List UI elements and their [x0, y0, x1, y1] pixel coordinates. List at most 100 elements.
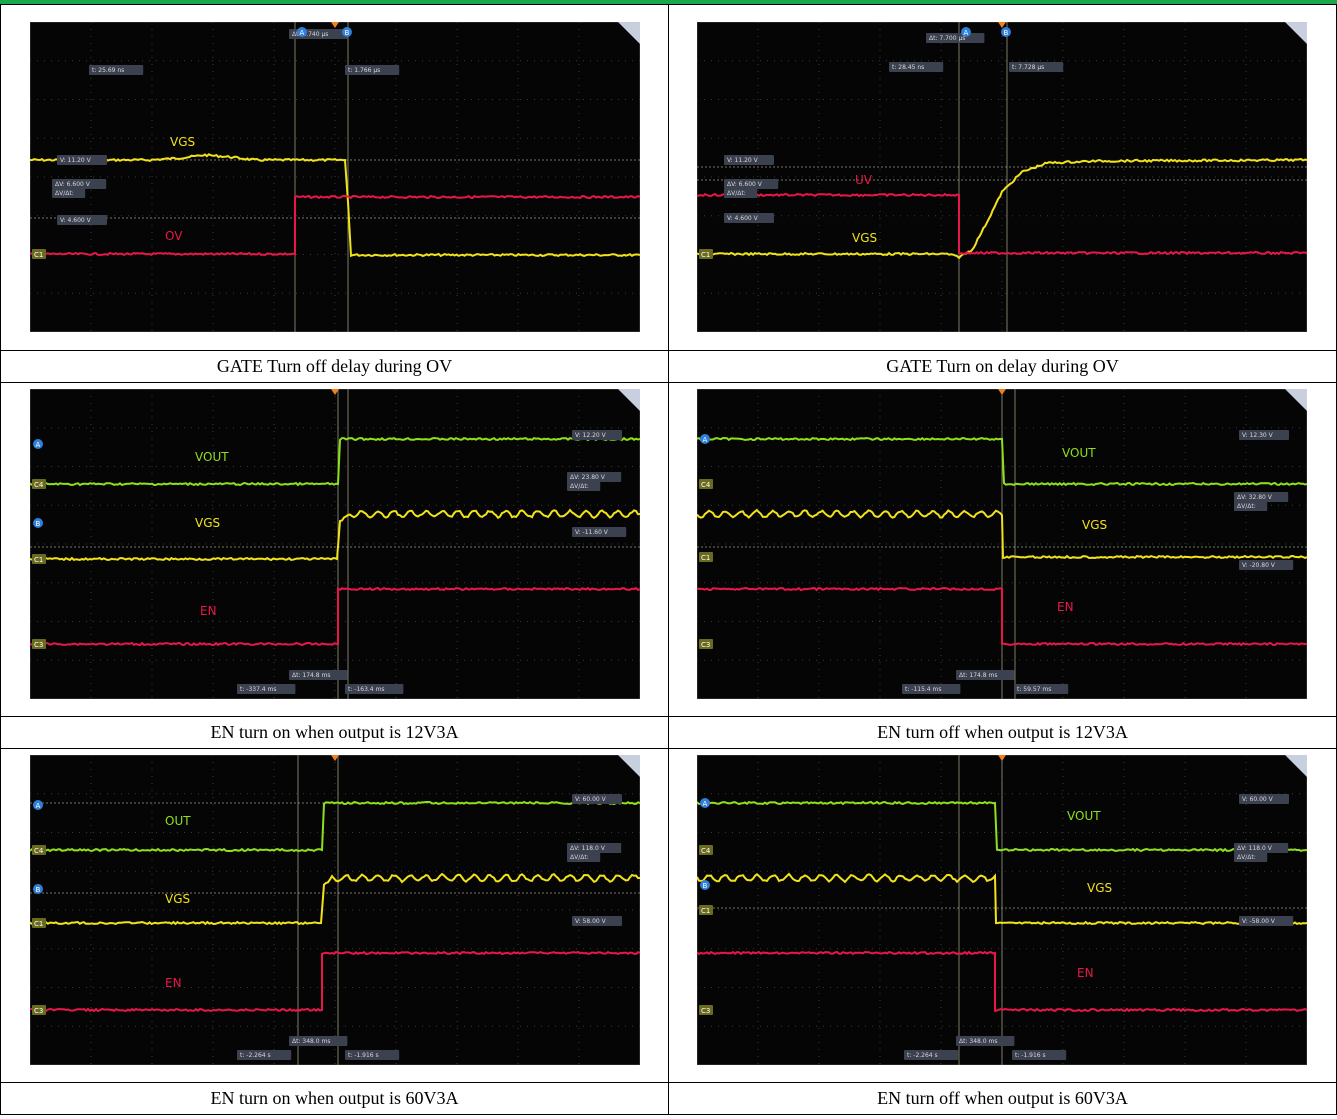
readout: ΔV/Δt: [570, 483, 589, 490]
readout: V: 12.20 V [575, 432, 607, 439]
caption: GATE Turn off delay during OV [1, 351, 669, 383]
trace-label: VGS [1087, 881, 1112, 895]
readout: V: 4.600 V [60, 217, 92, 224]
trace-label: VGS [852, 231, 877, 245]
badge-label: C3 [701, 641, 710, 649]
readout: t: 1.766 µs [348, 67, 380, 74]
readout: t: -1.916 s [1015, 1052, 1046, 1059]
badge-label: C4 [34, 481, 44, 489]
trace-label: VGS [1082, 518, 1107, 532]
trace-label: OUT [165, 814, 191, 828]
badge-label: C1 [701, 554, 710, 562]
readout: V: 12.30 V [1242, 432, 1274, 439]
scope-screenshot: VOUTVGSENV: 60.00 VΔV: 118.0 VΔV/Δt:V: -… [697, 755, 1307, 1065]
trace-label: OV [165, 229, 183, 243]
badge-label: C3 [34, 1007, 43, 1015]
readout: V: 60.00 V [575, 796, 607, 803]
badge-label: C4 [701, 481, 711, 489]
image-cell: VOUT VGS EN V: 12.20 V ΔV: 23.80 V ΔV/Δt: V: -… [1, 383, 669, 717]
readout: ΔV: 118.0 V [570, 845, 606, 852]
readout: ΔV/Δt: [727, 190, 746, 197]
scope-screenshot: OUT VGS EN V: 60.00 V ΔV: 118.0 V ΔV/Δt: V: 58… [30, 755, 640, 1065]
readout: t: -115.4 ms [905, 686, 942, 693]
readout: V: -20.80 V [1242, 562, 1276, 569]
trace-label: EN [1077, 966, 1094, 980]
trace-label: VGS [195, 516, 220, 530]
readout: V: 11.20 V [60, 157, 92, 164]
readout: V: -11.60 V [575, 529, 609, 536]
caption: GATE Turn on delay during OV [669, 351, 1337, 383]
readout: t: -2.264 s [240, 1052, 271, 1059]
trace-label: VOUT [1062, 446, 1096, 460]
caption: EN turn on when output is 60V3A [1, 1083, 669, 1115]
scope-screenshot: VGS UV Δt: 7.700 µs t: 28.45 ns t: 7.728 µs V… [697, 22, 1307, 332]
trace-label: VOUT [195, 450, 229, 464]
badge-label: B [345, 29, 350, 37]
readout: t: -163.4 ms [348, 686, 385, 693]
readout: ΔV: 118.0 V [1237, 845, 1273, 852]
readout: V: 4.600 V [727, 215, 759, 222]
badge-label: C1 [34, 920, 43, 928]
readout: t: 59.57 ms [1017, 686, 1051, 693]
scope-screenshot: VOUT VGS EN V: 12.30 V ΔV: 32.80 V ΔV/Δt: V: -… [697, 389, 1307, 699]
readout: ΔV/Δt: [1237, 854, 1256, 861]
image-cell: VOUT VGS EN V: 12.30 V ΔV: 32.80 V ΔV/Δt: V: -… [669, 383, 1337, 717]
readout: t: 25.69 ns [92, 67, 124, 74]
page: VGSOVΔt: 1.740 µst: 25.69 nst: 1.766 µsV… [0, 0, 1337, 1119]
badge-label: C1 [701, 251, 710, 259]
readout: Δt: 348.0 ms [959, 1038, 997, 1045]
badge-label: B [703, 882, 708, 890]
badge-label: C4 [701, 847, 711, 855]
readout: ΔV/Δt: [570, 854, 589, 861]
image-cell: OUT VGS EN V: 60.00 V ΔV: 118.0 V ΔV/Δt: V: 58… [1, 749, 669, 1083]
readout: ΔV: 23.80 V [570, 474, 606, 481]
trace-label: VGS [165, 892, 190, 906]
badge-label: A [964, 29, 969, 37]
readout: Δt: 348.0 ms [292, 1038, 330, 1045]
badge-label: C1 [701, 907, 710, 915]
badge-label: A [300, 29, 305, 37]
readout: t: -2.264 s [907, 1052, 938, 1059]
readout: ΔV: 32.80 V [1237, 494, 1273, 501]
readout: t: 7.728 µs [1012, 64, 1044, 71]
readout: Δt: 174.8 ms [292, 672, 330, 679]
caption: EN turn on when output is 12V3A [1, 717, 669, 749]
trace-label: UV [855, 173, 873, 187]
readout: t: -337.4 ms [240, 686, 277, 693]
badge-label: C1 [34, 556, 43, 564]
readout: ΔV: 6.600 V [55, 181, 91, 188]
readout: Δt: 174.8 ms [959, 672, 997, 679]
badge-label: A [703, 436, 708, 444]
badge-label: C4 [34, 847, 44, 855]
badge-label: C3 [34, 641, 43, 649]
badge-label: C1 [34, 251, 43, 259]
readout: t: -1.916 s [348, 1052, 379, 1059]
trace-label: VGS [170, 135, 195, 149]
readout: V: -58.00 V [1242, 918, 1276, 925]
badge-label: B [36, 886, 41, 894]
readout: ΔV/Δt: [55, 190, 74, 197]
readout: ΔV/Δt: [1237, 503, 1256, 510]
badge-label: C3 [701, 1007, 710, 1015]
image-cell: VGS UV Δt: 7.700 µs t: 28.45 ns t: 7.728 µs V… [669, 5, 1337, 351]
readout: V: 11.20 V [727, 157, 759, 164]
badge-label: A [703, 800, 708, 808]
caption: EN turn off when output is 60V3A [669, 1083, 1337, 1115]
badge-label: B [36, 520, 41, 528]
readout: V: 60.00 V [1242, 796, 1274, 803]
readout: Δt: 7.700 µs [929, 35, 965, 42]
readout: V: 58.00 V [575, 918, 607, 925]
trace-label: EN [165, 976, 182, 990]
scope-screenshot: VOUT VGS EN V: 12.20 V ΔV: 23.80 V ΔV/Δt: V: -… [30, 389, 640, 699]
badge-label: B [1004, 29, 1009, 37]
readout: ΔV: 6.600 V [727, 181, 763, 188]
caption: EN turn off when output is 12V3A [669, 717, 1337, 749]
trace-label: EN [200, 604, 217, 618]
badge-label: A [36, 802, 41, 810]
trace-label: EN [1057, 600, 1074, 614]
readout: t: 28.45 ns [892, 64, 924, 71]
